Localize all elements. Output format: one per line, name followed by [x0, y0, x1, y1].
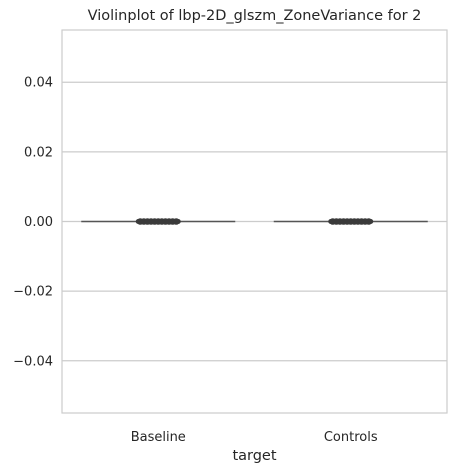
x-tick-label: Controls — [324, 430, 378, 445]
data-point — [172, 218, 180, 225]
y-tick-labels: −0.04 −0.02 0.00 0.02 0.04 — [13, 76, 53, 370]
y-tick-label: 0.04 — [24, 76, 53, 91]
x-tick-label: Baseline — [131, 430, 186, 445]
chart-title: Violinplot of lbp-2D_glszm_ZoneVariance … — [88, 8, 422, 24]
plot-frame — [61, 29, 448, 414]
y-tick-label: −0.04 — [13, 354, 53, 369]
data-point — [365, 218, 373, 225]
y-tick-label: −0.02 — [13, 285, 53, 300]
y-tick-label: 0.02 — [24, 145, 53, 160]
x-axis-label: target — [232, 448, 276, 464]
y-tick-label: 0.00 — [24, 215, 53, 230]
violin-marks — [81, 218, 428, 225]
x-tick-labels: Baseline Controls — [131, 430, 378, 445]
